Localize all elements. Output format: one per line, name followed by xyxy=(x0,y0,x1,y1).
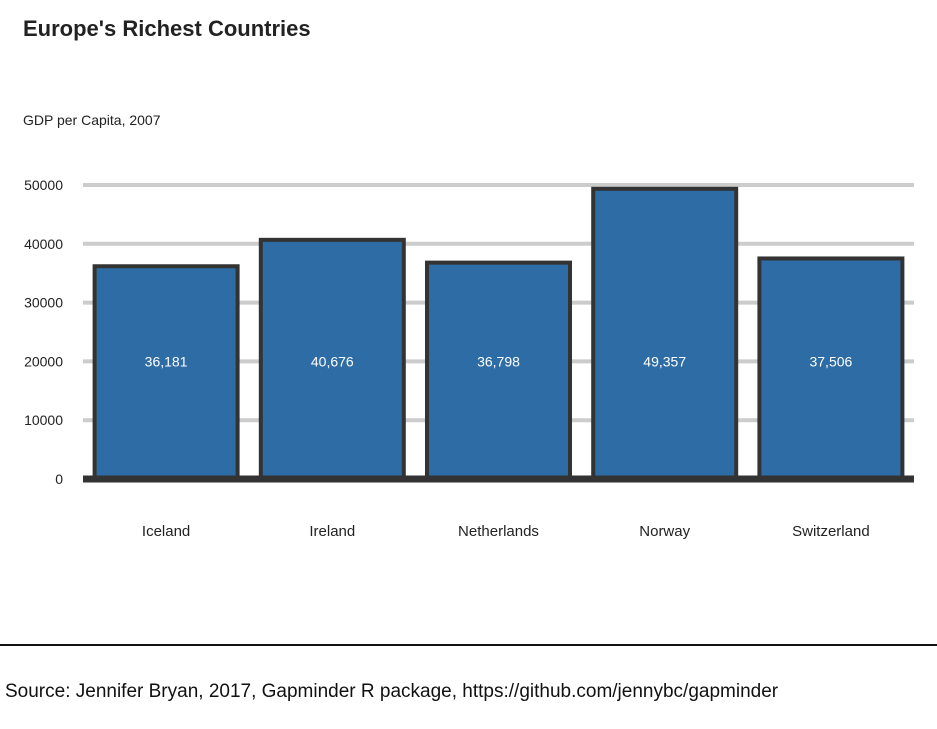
y-tick-label: 20000 xyxy=(24,353,63,369)
value-label: 49,357 xyxy=(643,353,686,369)
x-tick-labels: Iceland Ireland Netherlands Norway Switzerla… xyxy=(142,523,870,540)
value-label: 36,798 xyxy=(477,353,520,369)
x-tick-label: Iceland xyxy=(142,523,190,540)
y-tick-label: 40000 xyxy=(24,236,63,252)
y-tick-labels: 0 10000 20000 30000 40000 50000 xyxy=(24,177,63,487)
bar-iceland xyxy=(92,264,240,481)
source-divider xyxy=(0,644,937,646)
y-tick-label: 30000 xyxy=(24,295,63,311)
y-tick-label: 10000 xyxy=(24,412,63,428)
value-labels: 36,181 40,676 36,798 49,357 37,506 xyxy=(145,353,853,369)
bar-norway xyxy=(591,186,739,481)
value-label: 40,676 xyxy=(311,353,354,369)
x-tick-label: Norway xyxy=(639,523,690,540)
value-label: 36,181 xyxy=(145,353,188,369)
bar-netherlands xyxy=(425,260,572,481)
chart-subtitle: GDP per Capita, 2007 xyxy=(23,112,161,128)
x-tick-label: Netherlands xyxy=(458,523,539,540)
chart-title: Europe's Richest Countries xyxy=(23,16,311,41)
y-tick-label: 50000 xyxy=(24,177,63,193)
y-tick-label: 0 xyxy=(55,471,63,487)
x-tick-label: Ireland xyxy=(309,523,355,540)
source-note: Source: Jennifer Bryan, 2017, Gapminder … xyxy=(5,681,779,702)
x-tick-label: Switzerland xyxy=(792,523,870,540)
bars xyxy=(92,186,905,481)
value-label: 37,506 xyxy=(809,353,852,369)
